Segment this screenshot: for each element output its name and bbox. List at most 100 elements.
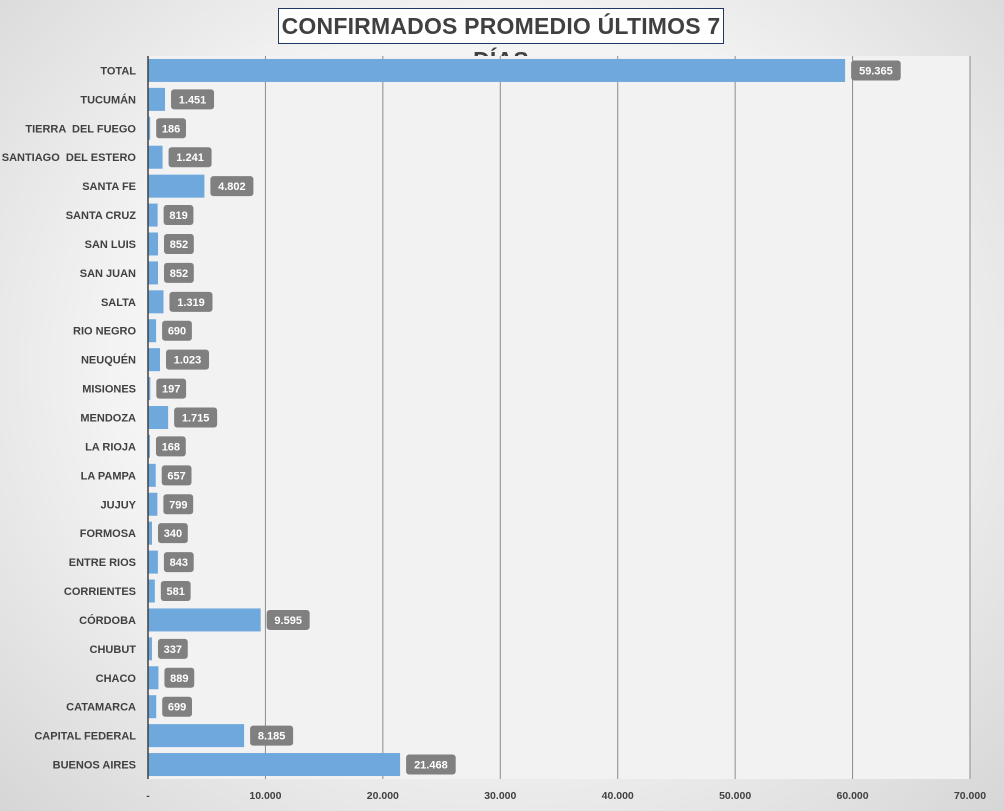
bar: [148, 145, 163, 169]
category-label: CATAMARCA: [66, 702, 136, 714]
data-label-box: [163, 205, 194, 226]
data-label-box: [168, 147, 212, 168]
data-label-box: [160, 581, 191, 602]
data-label-box: [157, 523, 188, 544]
category-label: ENTRE RIOS: [69, 557, 136, 569]
category-label: RIO NEGRO: [73, 326, 136, 338]
bar: [148, 724, 245, 748]
category-label: CHUBUT: [90, 644, 137, 656]
data-label: 852: [170, 239, 188, 251]
bar: [148, 608, 261, 632]
bar: [148, 579, 155, 603]
bar: [148, 377, 151, 401]
data-label-box: [406, 754, 456, 775]
data-label: 699: [168, 702, 186, 714]
data-label-box: [171, 89, 215, 110]
data-label: 581: [167, 586, 185, 598]
data-label: 186: [162, 123, 180, 135]
data-label-box: [164, 262, 194, 283]
data-label: 843: [170, 557, 188, 569]
category-label: TIERRA DEL FUEGO: [25, 123, 136, 135]
bar: [148, 550, 158, 574]
data-label: 197: [162, 384, 180, 396]
category-label: NEUQUÉN: [81, 354, 136, 367]
category-label: CORRIENTES: [64, 586, 136, 598]
bar: [148, 290, 164, 314]
data-label-box: [851, 60, 901, 81]
category-label: BUENOS AIRES: [53, 760, 136, 772]
category-label: CÓRDOBA: [79, 614, 136, 627]
bar: [148, 116, 151, 140]
category-label: LA RIOJA: [85, 441, 136, 453]
x-tick-label: 40.000: [602, 790, 634, 802]
data-label-box: [250, 725, 294, 746]
data-label: 9.595: [274, 615, 302, 627]
x-tick-label: -: [146, 790, 150, 802]
category-label: MENDOZA: [80, 413, 136, 425]
data-label: 690: [168, 326, 186, 338]
bar: [148, 261, 159, 285]
data-label: 21.468: [414, 760, 448, 772]
bar: [148, 463, 156, 487]
category-label: SANTA CRUZ: [66, 210, 137, 222]
data-label-box: [161, 465, 192, 486]
data-label: 168: [162, 441, 180, 453]
data-label: 337: [164, 644, 182, 656]
x-tick-label: 50.000: [719, 790, 751, 802]
data-label-box: [163, 494, 194, 515]
bar: [148, 174, 205, 198]
data-label: 4.802: [218, 181, 246, 193]
x-tick-label: 30.000: [484, 790, 516, 802]
bar: [148, 695, 157, 719]
data-label: 657: [167, 470, 185, 482]
bar: [148, 521, 152, 545]
data-label: 1.451: [179, 94, 207, 106]
data-label-box: [155, 436, 186, 457]
x-tick-label: 70.000: [954, 790, 986, 802]
data-label-box: [162, 320, 192, 341]
x-tick-label: 10.000: [249, 790, 281, 802]
data-label: 8.185: [258, 731, 286, 743]
category-label: SANTA FE: [82, 181, 136, 193]
bar: [148, 87, 166, 111]
plot-area: [148, 56, 970, 779]
category-label: SAN LUIS: [85, 239, 136, 251]
bar: [148, 348, 161, 372]
bar: [148, 203, 158, 227]
data-label-box: [156, 118, 186, 139]
bar: [148, 406, 169, 429]
bar: [148, 434, 150, 458]
bar: [148, 666, 159, 690]
data-label-box: [166, 349, 210, 370]
data-label-box: [164, 233, 194, 254]
data-label-box: [210, 176, 254, 197]
category-label: TOTAL: [100, 65, 136, 77]
category-label: MISIONES: [82, 384, 136, 396]
category-label: JUJUY: [101, 499, 137, 511]
data-label-box: [174, 407, 218, 428]
data-label: 1.241: [176, 152, 204, 164]
data-label: 1.319: [177, 297, 205, 309]
bar: [148, 319, 157, 343]
bar: [148, 58, 846, 82]
data-label-box: [163, 552, 194, 573]
data-label: 1.715: [182, 413, 210, 425]
bar: [148, 492, 158, 516]
data-label: 852: [170, 268, 188, 280]
bar: [148, 637, 152, 661]
data-label: 59.365: [859, 65, 893, 77]
data-label: 1.023: [174, 355, 202, 367]
category-label: CAPITAL FEDERAL: [34, 731, 136, 743]
category-label: FORMOSA: [80, 528, 136, 540]
category-label: TUCUMÁN: [80, 93, 136, 106]
category-label: CHACO: [96, 673, 137, 685]
x-tick-label: 60.000: [837, 790, 869, 802]
x-tick-label: 20.000: [367, 790, 399, 802]
category-label: SANTIAGO DEL ESTERO: [2, 152, 137, 164]
bar: [148, 232, 159, 256]
data-label: 340: [164, 528, 182, 540]
data-label-box: [156, 378, 187, 399]
category-label: SAN JUAN: [80, 268, 136, 280]
data-label: 819: [169, 210, 187, 222]
